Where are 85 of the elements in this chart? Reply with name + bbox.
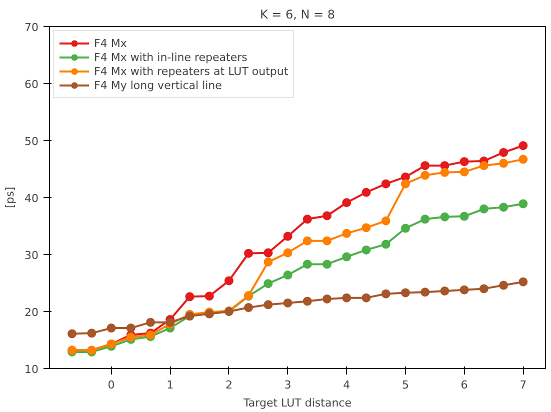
y-axis-title: [ps]: [4, 186, 17, 208]
x-tick-label: 0: [108, 378, 115, 392]
x-tick-label: 5: [402, 378, 409, 392]
x-tick-label: 3: [284, 378, 292, 392]
point: [302, 260, 312, 269]
point: [302, 214, 312, 224]
point: [283, 248, 292, 258]
point: [381, 240, 390, 249]
x-tick-label: 6: [460, 378, 468, 392]
point: [420, 161, 430, 170]
point: [322, 211, 332, 220]
chart-title: K = 6, N = 8: [260, 8, 336, 22]
point: [126, 324, 136, 333]
point: [362, 293, 371, 302]
point: [460, 212, 469, 221]
point: [302, 296, 312, 306]
point: [381, 179, 390, 188]
point: [499, 148, 508, 157]
point: [264, 279, 273, 288]
point: [322, 294, 332, 304]
x-tick-label: 7: [520, 378, 527, 392]
point: [440, 286, 450, 296]
x-tick-label: 2: [225, 378, 232, 392]
legend-label: F4 Mx with repeaters at LUT output: [94, 64, 288, 78]
point: [204, 292, 214, 301]
legend-label: F4 Mx: [94, 36, 127, 50]
point: [264, 300, 273, 310]
point: [400, 179, 410, 188]
point: [499, 158, 508, 168]
x-tick-label: 4: [343, 378, 350, 392]
point: [302, 236, 312, 246]
point: [264, 257, 273, 266]
y-tick-label: 60: [24, 78, 39, 91]
point: [499, 202, 508, 212]
point: [283, 298, 292, 308]
point: [518, 199, 528, 208]
point: [362, 245, 371, 254]
point: [342, 198, 352, 208]
point: [420, 170, 430, 180]
x-axis-title: Target LUT distance: [242, 396, 352, 410]
legend-label: F4 My long vertical line: [94, 78, 222, 92]
y-tick-label: 20: [24, 306, 39, 319]
point: [440, 168, 450, 177]
point: [342, 293, 352, 302]
point: [68, 329, 77, 338]
point: [479, 284, 488, 294]
point: [146, 318, 156, 327]
point: [479, 204, 488, 214]
point: [224, 276, 234, 286]
point: [400, 224, 410, 233]
point: [362, 223, 371, 232]
point: [185, 292, 194, 302]
y-tick-label: 10: [24, 363, 39, 376]
y-tick-label: 40: [24, 192, 39, 205]
point: [479, 161, 488, 170]
point: [244, 303, 254, 312]
point: [283, 270, 292, 280]
legend-label: F4 Mx with in-line repeaters: [94, 50, 248, 64]
point: [322, 236, 332, 246]
point: [518, 154, 528, 164]
point: [440, 212, 450, 222]
point: [420, 288, 430, 297]
point: [106, 324, 116, 333]
point: [381, 289, 390, 298]
y-tick-label: 30: [24, 249, 39, 262]
point: [381, 216, 390, 226]
point: [342, 252, 352, 262]
y-tick-label: 50: [24, 135, 39, 148]
point: [420, 214, 430, 224]
point: [460, 285, 469, 294]
point: [342, 228, 352, 238]
x-tick-label: 1: [166, 378, 174, 392]
point: [362, 188, 371, 197]
point: [244, 248, 254, 258]
point: [400, 288, 410, 298]
point: [87, 328, 96, 338]
point: [518, 277, 528, 286]
point: [322, 260, 332, 269]
point: [460, 167, 469, 176]
y-tick-label: 70: [24, 21, 39, 34]
point: [499, 280, 508, 290]
point: [518, 141, 528, 150]
point: [264, 248, 273, 258]
point: [283, 232, 292, 241]
point: [460, 157, 469, 166]
